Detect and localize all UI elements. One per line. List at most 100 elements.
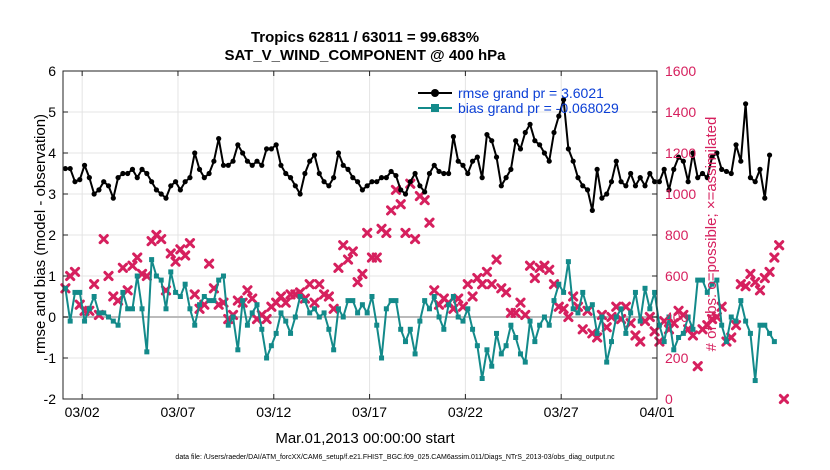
bias-point xyxy=(723,339,729,345)
rmse-point xyxy=(249,162,255,168)
obs-count-marker xyxy=(501,287,512,298)
bias-point xyxy=(240,298,246,304)
rmse-point xyxy=(407,179,413,185)
obs-count-marker xyxy=(419,195,430,206)
bias-point xyxy=(86,306,92,312)
y-tick-label: -1 xyxy=(44,350,57,366)
bias-point xyxy=(201,294,207,299)
bias-point xyxy=(570,306,576,312)
obs-count-marker xyxy=(529,272,540,284)
bias-point xyxy=(407,326,413,332)
rmse-point xyxy=(570,158,576,164)
rmse-point xyxy=(374,179,380,185)
rmse-point xyxy=(331,175,337,181)
bias-point xyxy=(153,273,159,279)
obs-count-marker xyxy=(362,227,373,239)
bias-point xyxy=(67,318,73,324)
rmse-point xyxy=(426,170,433,177)
x-axis-label: Mar.01,2013 00:00:00 start xyxy=(275,430,455,447)
obs-count-marker xyxy=(462,279,473,290)
footnote: data file: /Users/raeder/DAI/ATM_forcXX/… xyxy=(175,454,615,461)
y-tick-label: 5 xyxy=(48,104,56,120)
rmse-point xyxy=(86,175,92,181)
rmse-point xyxy=(350,175,356,181)
bias-point xyxy=(738,298,744,304)
bias-point xyxy=(700,277,706,283)
obs-count-marker xyxy=(117,262,128,273)
obs-count-marker xyxy=(429,285,440,296)
obs-count-marker xyxy=(601,322,612,333)
rmse-point xyxy=(604,191,610,197)
obs-count-marker xyxy=(563,311,574,323)
left-axis-ticks: -2 -1 0 1 2 3 4 5 6 xyxy=(44,63,68,407)
obs-count-marker xyxy=(477,279,488,290)
obs-count-marker xyxy=(644,311,655,323)
obs-count-marker xyxy=(520,309,531,321)
obs-count-marker xyxy=(352,277,363,288)
obs-count-marker xyxy=(156,234,167,245)
bias-point xyxy=(331,347,337,353)
rmse-point xyxy=(680,158,686,164)
bias-point xyxy=(321,310,327,316)
obs-count-marker xyxy=(261,313,272,325)
bias-point xyxy=(431,294,437,299)
rmse-point xyxy=(216,136,222,142)
rmse-point xyxy=(254,158,260,164)
bias-point xyxy=(288,330,294,336)
rmse-point xyxy=(168,183,174,189)
bias-point xyxy=(268,343,274,349)
bias-point xyxy=(364,310,370,316)
rmse-point xyxy=(378,175,385,181)
obs-count-marker xyxy=(69,266,81,277)
rmse-point xyxy=(393,172,399,179)
rmse-point xyxy=(599,195,605,201)
obs-count-marker xyxy=(687,330,699,341)
rmse-point xyxy=(766,152,773,158)
rmse-point xyxy=(747,175,754,181)
obs-count-marker xyxy=(170,256,181,267)
bias-point xyxy=(173,289,179,295)
obs-count-marker xyxy=(711,311,722,323)
bias-point xyxy=(771,339,777,345)
rmse-series xyxy=(62,97,773,213)
bias-point xyxy=(350,298,356,304)
obs-count-marker xyxy=(304,279,315,290)
rmse-point xyxy=(134,175,140,181)
rmse-point xyxy=(513,138,519,144)
rmse-point xyxy=(469,158,476,164)
rmse-point xyxy=(508,166,514,172)
bias-point xyxy=(728,314,734,320)
rmse-point xyxy=(517,146,524,152)
obs-count-marker xyxy=(386,205,397,216)
bias-point xyxy=(585,306,591,312)
rmse-point xyxy=(220,162,227,168)
rmse-point xyxy=(187,175,193,181)
rmse-point xyxy=(158,191,164,197)
rmse-point xyxy=(666,187,672,193)
bias-point xyxy=(450,294,456,299)
bias-point xyxy=(489,363,495,369)
rmse-point xyxy=(335,150,342,156)
y2-tick-label: 600 xyxy=(665,268,689,284)
bias-point xyxy=(426,306,432,312)
rmse-point xyxy=(541,150,548,156)
rmse-point xyxy=(709,154,715,160)
obs-count-marker xyxy=(371,252,382,263)
rmse-point xyxy=(436,168,442,175)
rmse-point xyxy=(177,187,183,193)
bias-point xyxy=(618,306,624,312)
plot-area xyxy=(63,70,658,400)
obs-count-marker xyxy=(774,240,785,251)
rmse-point xyxy=(77,177,83,183)
bias-series xyxy=(62,257,777,384)
bias-point xyxy=(522,359,528,365)
obs-count-marker xyxy=(180,250,191,261)
bias-point xyxy=(355,310,361,316)
bias-point xyxy=(62,285,68,291)
bias-point xyxy=(517,351,523,357)
x-tick-label: 03/27 xyxy=(544,404,579,420)
bias-point xyxy=(685,314,691,320)
bias-point xyxy=(216,277,222,283)
bias-point xyxy=(335,306,341,312)
